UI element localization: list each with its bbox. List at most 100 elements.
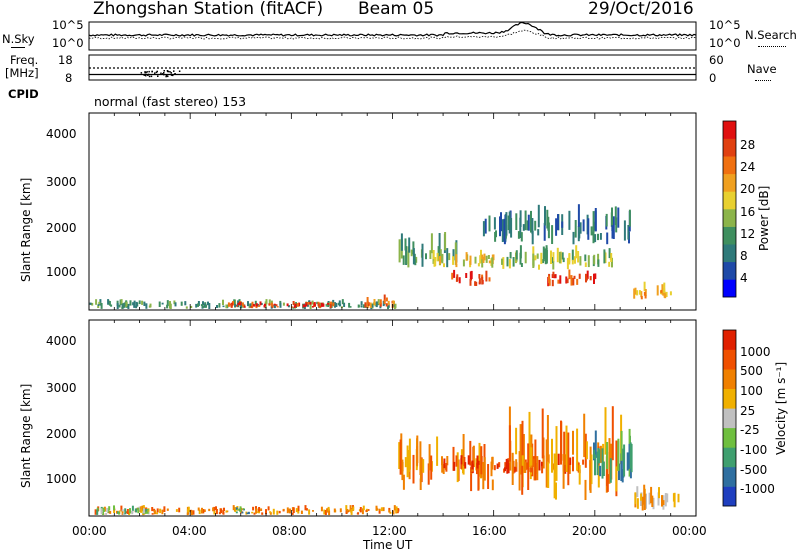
freq-scatter-point: [145, 74, 147, 77]
velocity-cell: [491, 479, 494, 491]
velocity-cell: [427, 463, 430, 485]
power-cell: [405, 251, 408, 265]
power-cell: [200, 304, 203, 306]
power-cell: [502, 257, 505, 269]
power-cell: [546, 209, 549, 229]
velocity-cell: [122, 513, 125, 515]
power-cell: [247, 301, 249, 307]
velocity-cell: [545, 439, 548, 488]
power-cell: [304, 304, 307, 307]
power-cell: [184, 301, 187, 306]
velocity-cell: [519, 424, 522, 475]
freq-scatter-point: [144, 71, 146, 74]
velocity-cell: [599, 465, 602, 477]
velocity-cell: [555, 426, 558, 481]
power-cell: [458, 277, 461, 284]
power-cell: [606, 232, 609, 245]
freq-scatter-point: [154, 72, 156, 74]
velocity-cell: [140, 509, 143, 513]
vel-cbar-100: 100: [740, 384, 763, 398]
power-cell: [519, 252, 522, 265]
power-cell: [562, 257, 565, 263]
power-cell: [339, 304, 342, 307]
power-cell: [555, 218, 558, 236]
freq-scatter-point: [174, 73, 176, 75]
power-cell: [255, 306, 258, 309]
power-cell: [527, 214, 530, 231]
power-cell: [559, 275, 562, 284]
power-cell: [148, 305, 151, 308]
power-cell: [205, 304, 207, 308]
power-cell: [566, 257, 569, 270]
velocity-colorbar-swatch: [723, 427, 736, 448]
velocity-cell: [328, 510, 331, 516]
velocity-cell: [186, 512, 189, 516]
velocity-cell: [428, 444, 431, 471]
power-cell: [222, 299, 224, 306]
power-cell: [316, 301, 319, 305]
velocity-cell: [124, 508, 127, 512]
power-cell: [508, 211, 511, 234]
velocity-cell: [261, 512, 264, 515]
power-cell: [385, 297, 388, 302]
velocity-cell: [462, 458, 465, 475]
velocity-cell: [528, 411, 531, 468]
velocity-cell: [146, 509, 149, 511]
power-cell: [550, 250, 552, 264]
power-cell: [481, 254, 484, 260]
velocity-cell: [584, 479, 587, 500]
power-cell: [234, 303, 237, 308]
power-cell: [237, 302, 240, 305]
power-cell: [379, 305, 382, 309]
power-cell: [383, 299, 386, 304]
power-cell: [594, 210, 597, 232]
power-cell: [554, 274, 557, 279]
velocity-cell: [142, 505, 145, 511]
x-axis-label: Time UT: [363, 538, 413, 552]
velocity-cell: [113, 505, 115, 511]
velocity-cell: [346, 509, 349, 512]
velocity-cell: [258, 507, 261, 512]
velocity-cell: [606, 442, 609, 470]
power-cell: [400, 233, 403, 251]
power-cell: [240, 304, 243, 309]
power-cell: [628, 209, 631, 227]
power-cbar-8: 8: [740, 249, 748, 263]
power-cell: [526, 220, 529, 231]
velocity-cell: [593, 449, 596, 459]
power-cell: [506, 256, 509, 267]
power-cell: [478, 278, 481, 284]
power-cell: [292, 301, 295, 305]
velocity-colorbar-swatch: [723, 330, 736, 350]
power-cell: [379, 303, 382, 307]
velocity-cell: [128, 512, 131, 515]
power-cell: [465, 252, 468, 261]
velocity-cell: [482, 462, 485, 473]
velocity-cell: [220, 508, 223, 512]
vel-cbar-neg500: -500: [740, 463, 768, 477]
velocity-cell: [235, 511, 238, 514]
velocity-cell: [345, 505, 348, 511]
noise-sky-label: N.Sky: [2, 32, 35, 46]
velocity-cell: [482, 467, 485, 490]
power-cell: [166, 300, 169, 307]
velocity-cell: [297, 505, 300, 512]
power-cell: [313, 302, 316, 306]
noise-left-tick-top: 10^5: [52, 18, 84, 32]
power-cell: [294, 303, 297, 308]
power-cell: [532, 253, 535, 268]
velocity-cell: [476, 455, 479, 469]
power-cell: [485, 255, 488, 263]
velocity-cell: [246, 512, 249, 515]
velocity-cell: [292, 507, 295, 513]
freq-scatter-point: [171, 74, 174, 76]
velocity-cell: [620, 430, 623, 461]
power-cell: [592, 211, 595, 232]
power-cell: [604, 252, 607, 263]
power-cell: [638, 290, 641, 295]
power-cell: [452, 249, 455, 256]
power-cell: [485, 270, 488, 282]
velocity-cell: [247, 511, 250, 515]
velocity-cell: [583, 413, 586, 458]
power-cell: [605, 213, 608, 227]
